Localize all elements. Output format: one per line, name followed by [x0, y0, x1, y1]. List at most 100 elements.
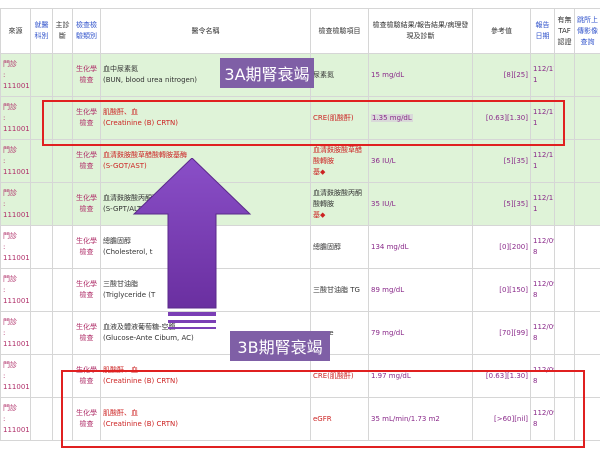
taf-cell: [554, 268, 575, 312]
col-item: 檢查檢驗項目: [310, 8, 369, 54]
source-cell: 門診:1110018: [0, 53, 31, 97]
dept-cell: [30, 96, 53, 140]
ref-value-cell: [0.63][1.30]: [472, 96, 531, 140]
item-cell: 三酸甘油脂 TG: [310, 268, 369, 312]
image-link-cell: [574, 96, 600, 140]
category-cell: 生化學檢查: [72, 268, 101, 312]
table-row: 門診:1110018 生化學檢查 三酸甘油脂(Triglyceride (T 三…: [0, 268, 600, 312]
lab-results-table: 來源 就醫科別 主診斷 檢查檢驗類別 醫令名稱 檢查檢驗項目 檢查檢驗結果/報告…: [0, 8, 600, 441]
dept-cell: [30, 53, 53, 97]
report-date-cell: 112/09/28: [530, 225, 555, 269]
diag-cell: [52, 225, 73, 269]
source-cell: 門診:1110018: [0, 225, 31, 269]
diag-cell: [52, 268, 73, 312]
table-row: 門診:1110018 生化學檢查 肌酸酐、血(Creatinine (B) CR…: [0, 96, 600, 140]
category-cell: 生化學檢查: [72, 397, 101, 441]
table-row: 門診:1110018 生化學檢查 血清麩胺酸草醋酸轉胺基酶(S-GOT/AST)…: [0, 139, 600, 183]
dept-cell: [30, 354, 53, 398]
col-ref: 參考值: [472, 8, 531, 54]
order-name-cell: 肌酸酐、血 (Creatinine (B) CRTN): [100, 397, 311, 441]
taf-cell: [554, 354, 575, 398]
category-cell: 生化學檢查: [72, 53, 101, 97]
result-cell: 36 IU/L: [368, 139, 473, 183]
report-date-cell: 112/09/28: [530, 268, 555, 312]
taf-cell: [554, 53, 575, 97]
category-cell: 生化學檢查: [72, 182, 101, 226]
dept-cell: [30, 268, 53, 312]
result-cell: 89 mg/dL: [368, 268, 473, 312]
dept-cell: [30, 311, 53, 355]
stage-3a-callout: 3A期腎衰竭: [220, 58, 314, 88]
result-cell: 134 mg/dL: [368, 225, 473, 269]
source-cell: 門診:1110018: [0, 139, 31, 183]
ref-value-cell: [5][35]: [472, 182, 531, 226]
item-cell: 血清麩胺酸丙酮酸轉胺 基◆: [310, 182, 369, 226]
report-date-cell: 112/09/28: [530, 397, 555, 441]
category-cell: 生化學檢查: [72, 139, 101, 183]
order-name-cell: 肌酸酐、血 (Creatinine (B) CRTN): [100, 96, 311, 140]
table-row: 門診:1110018 生化學檢查 肌酸酐、血(Creatinine (B) CR…: [0, 397, 600, 441]
diag-cell: [52, 96, 73, 140]
diag-cell: [52, 182, 73, 226]
dept-cell: [30, 397, 53, 441]
image-link-cell: [574, 139, 600, 183]
up-arrow-icon: [132, 158, 252, 329]
col-source: 來源: [0, 8, 31, 54]
taf-cell: [554, 311, 575, 355]
diag-cell: [52, 139, 73, 183]
ref-value-cell: [>60][nil]: [472, 397, 531, 441]
report-date-cell: 112/11/01: [530, 182, 555, 226]
dept-cell: [30, 225, 53, 269]
ref-value-cell: [0][200]: [472, 225, 531, 269]
image-link-cell: [574, 268, 600, 312]
diag-cell: [52, 311, 73, 355]
table-row: 門診:1110018 生化學檢查 總膽固醇(Cholesterol, t 總膽固…: [0, 225, 600, 269]
taf-cell: [554, 139, 575, 183]
source-cell: 門診:1110018: [0, 397, 31, 441]
result-cell: 79 mg/dL: [368, 311, 473, 355]
item-cell: 血清麩胺酸草醋酸轉胺 基◆: [310, 139, 369, 183]
col-taf: 有無TAF認證: [554, 8, 575, 54]
col-category[interactable]: 檢查檢驗類別: [72, 8, 101, 54]
report-date-cell: 112/11/01: [530, 139, 555, 183]
order-name-cell: 肌酸酐、血 (Creatinine (B) CRTN): [100, 354, 311, 398]
top-bar: [0, 0, 600, 8]
result-cell: 1.35 mg/dL: [368, 96, 473, 140]
item-cell: CRE(肌酸酐): [310, 96, 369, 140]
col-image-link[interactable]: 跳所上傳影像查詢: [574, 8, 600, 54]
dept-cell: [30, 182, 53, 226]
image-link-cell: [574, 53, 600, 97]
result-cell: 35 IU/L: [368, 182, 473, 226]
ref-value-cell: [0.63][1.30]: [472, 354, 531, 398]
report-date-cell: 112/09/28: [530, 311, 555, 355]
highlight-box-3b: [61, 370, 585, 448]
result-cell: 15 mg/dL: [368, 53, 473, 97]
table-header-row: 來源 就醫科別 主診斷 檢查檢驗類別 醫令名稱 檢查檢驗項目 檢查檢驗結果/報告…: [0, 8, 600, 54]
source-cell: 門診:1110018: [0, 96, 31, 140]
taf-cell: [554, 397, 575, 441]
source-cell: 門診:1110018: [0, 268, 31, 312]
ref-value-cell: [5][35]: [472, 139, 531, 183]
ref-value-cell: [8][25]: [472, 53, 531, 97]
ref-value-cell: [70][99]: [472, 311, 531, 355]
taf-cell: [554, 182, 575, 226]
col-dept[interactable]: 就醫科別: [30, 8, 53, 54]
ref-value-cell: [0][150]: [472, 268, 531, 312]
source-cell: 門診:1110018: [0, 182, 31, 226]
col-report-date[interactable]: 報告日期: [530, 8, 555, 54]
col-result: 檢查檢驗結果/報告結果/病理發現及診斷: [368, 8, 473, 54]
item-cell: CRE(肌酸酐): [310, 354, 369, 398]
item-cell: 總膽固醇: [310, 225, 369, 269]
image-link-cell: [574, 397, 600, 441]
item-cell: 尿素氮: [310, 53, 369, 97]
image-link-cell: [574, 182, 600, 226]
stage-3b-callout: 3B期腎衰竭: [230, 331, 330, 361]
col-diag: 主診斷: [52, 8, 73, 54]
highlight-box-3a: [42, 100, 565, 146]
taf-cell: [554, 225, 575, 269]
result-cell: 35 mL/min/1.73 m2: [368, 397, 473, 441]
source-cell: 門診:1110018: [0, 311, 31, 355]
report-date-cell: 112/11/01: [530, 53, 555, 97]
diag-cell: [52, 53, 73, 97]
table-row: 門診:1110018 生化學檢查 血清麩胺酸丙酮酸轉胺基酶(S-GPT/ALT)…: [0, 182, 600, 226]
